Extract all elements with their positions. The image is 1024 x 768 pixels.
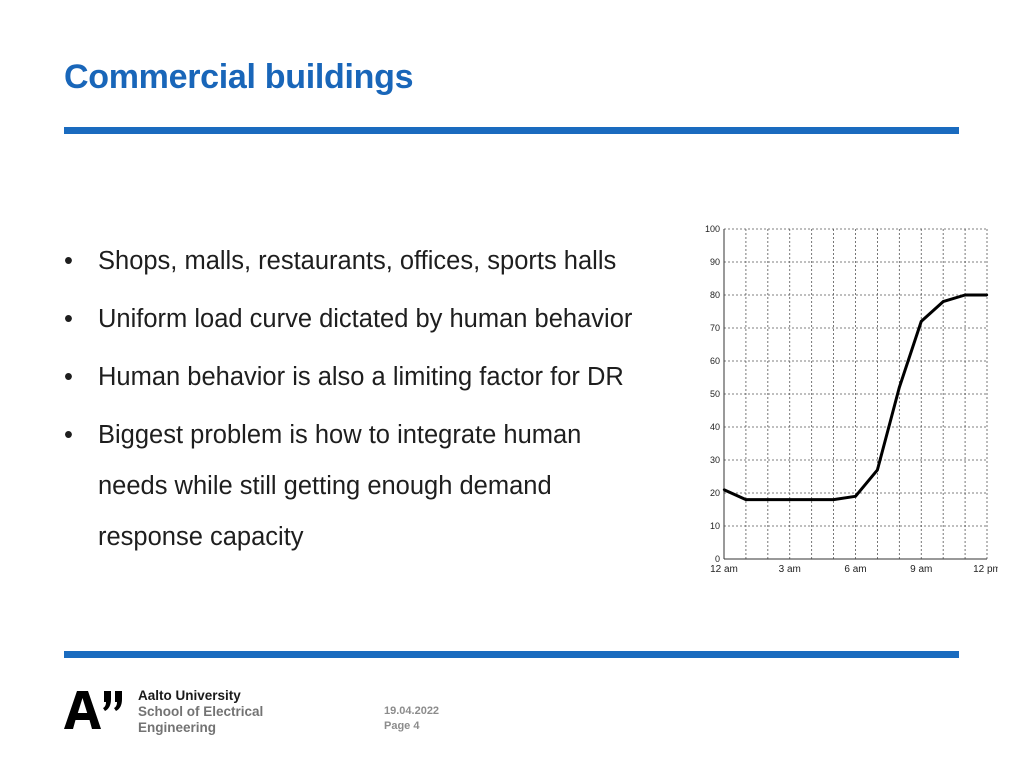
bullet-symbol: •	[64, 363, 73, 391]
university-line2: School of Electrical	[138, 704, 264, 719]
x-tick-label: 9 am	[910, 564, 932, 575]
y-tick-label: 80	[710, 290, 720, 300]
data-point	[744, 498, 748, 501]
bullet-item: • Uniform load curve dictated by human b…	[64, 294, 704, 345]
slide-date: 19.04.2022	[384, 705, 440, 717]
chart-grid	[724, 228, 988, 559]
data-point	[898, 386, 901, 389]
bullet-text: Shops, malls, restaurants, offices, spor…	[98, 247, 617, 275]
footer-divider	[64, 651, 959, 658]
y-tick-label: 20	[710, 488, 720, 498]
slide-title: Commercial buildings	[64, 58, 414, 96]
data-point	[985, 293, 989, 297]
data-point	[810, 498, 813, 501]
x-axis-ticks: 12 am 3 am 6 am 9 am 12 pm	[710, 564, 998, 575]
page-number: Page 4	[384, 720, 420, 732]
y-tick-label: 70	[710, 323, 720, 333]
y-tick-label: 100	[705, 224, 720, 234]
bullet-text: needs while still getting enough demand	[98, 472, 552, 500]
y-tick-label: 40	[710, 422, 720, 432]
bullet-item: • Shops, malls, restaurants, offices, sp…	[64, 236, 704, 287]
data-point	[832, 498, 835, 501]
title-divider	[64, 127, 959, 134]
data-point	[876, 468, 879, 472]
data-point	[920, 320, 923, 323]
bullet-text: Biggest problem is how to integrate huma…	[98, 421, 582, 449]
data-point	[788, 498, 791, 501]
x-tick-label: 12 am	[710, 564, 738, 575]
bullet-symbol: •	[64, 305, 73, 333]
bullet-text: Uniform load curve dictated by human beh…	[98, 305, 633, 333]
y-tick-label: 50	[710, 389, 720, 399]
y-tick-label: 10	[710, 521, 720, 531]
data-point	[963, 293, 967, 297]
x-tick-label: 3 am	[779, 564, 801, 575]
aalto-a-logo-icon	[64, 691, 122, 729]
load-curve-chart: 0 10 20 30 40 50 60 70 80 90 100 12 am 3 am 6 am 9 am…	[705, 224, 998, 575]
y-axis-ticks: 0 10 20 30 40 50 60 70 80 90 100	[705, 224, 720, 564]
bullet-text: response capacity	[98, 523, 304, 551]
chart-axes	[723, 229, 987, 560]
y-tick-label: 60	[710, 356, 720, 366]
data-point	[766, 498, 770, 501]
bullet-item: • Biggest problem is how to integrate hu…	[64, 410, 704, 563]
y-tick-label: 90	[710, 257, 720, 267]
university-line1: Aalto University	[138, 688, 241, 703]
bullet-text: Human behavior is also a limiting factor…	[98, 363, 624, 391]
x-tick-label: 12 pm	[973, 564, 998, 575]
data-point	[854, 495, 857, 498]
data-point	[722, 488, 726, 491]
chart-series	[722, 293, 989, 502]
y-tick-label: 30	[710, 455, 720, 465]
bullet-symbol: •	[64, 247, 73, 275]
y-tick-label: 0	[715, 554, 720, 564]
x-tick-label: 6 am	[844, 564, 866, 575]
bullet-symbol: •	[64, 421, 73, 449]
university-line3: Engineering	[138, 720, 217, 735]
university-name: Aalto University School of Electrical En…	[138, 688, 263, 736]
bullet-list: • Shops, malls, restaurants, offices, sp…	[64, 236, 704, 563]
bullet-item: • Human behavior is also a limiting fact…	[64, 352, 704, 403]
slide-meta: 19.04.2022 Page 4	[384, 704, 439, 734]
data-point	[941, 300, 945, 303]
